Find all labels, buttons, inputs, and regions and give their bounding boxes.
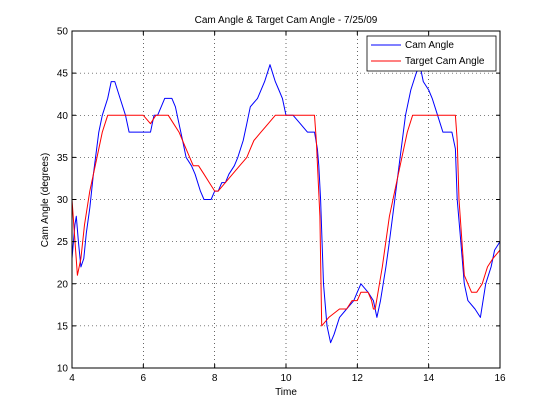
y-tick-label: 50 (57, 27, 69, 38)
ticks: 4 6 8 10 12 14 16 10 15 20 25 30 35 40 45 50 (57, 27, 506, 385)
y-tick-label: 10 (57, 364, 69, 375)
y-tick-label: 20 (57, 279, 69, 290)
y-axis-label: Cam Angle (degrees) (40, 153, 51, 248)
series-line-target-cam-angle (71, 114, 501, 327)
x-tick-label: 8 (212, 373, 218, 384)
y-tick-label: 45 (57, 69, 69, 80)
y-tick-label: 30 (57, 195, 69, 206)
y-tick-label: 25 (57, 237, 69, 248)
legend-label-cam-angle: Cam Angle (405, 40, 454, 51)
legend: Cam Angle Target Cam Angle (366, 35, 497, 72)
x-tick-label: 4 (69, 373, 75, 384)
chart-title: Cam Angle & Target Cam Angle - 7/25/09 (195, 15, 378, 26)
x-axis-label: Time (275, 387, 297, 398)
y-tick-label: 40 (57, 111, 69, 122)
x-tick-label: 6 (141, 373, 147, 384)
x-tick-label: 12 (352, 373, 364, 384)
legend-box (366, 35, 497, 72)
series-layer (71, 64, 501, 344)
x-tick-label: 10 (280, 373, 292, 384)
series-line-cam-angle (71, 64, 501, 344)
legend-label-target-cam-angle: Target Cam Angle (405, 56, 485, 67)
y-tick-label: 15 (57, 321, 69, 332)
x-tick-label: 14 (423, 373, 435, 384)
x-tick-label: 16 (494, 373, 506, 384)
y-tick-label: 35 (57, 153, 69, 164)
